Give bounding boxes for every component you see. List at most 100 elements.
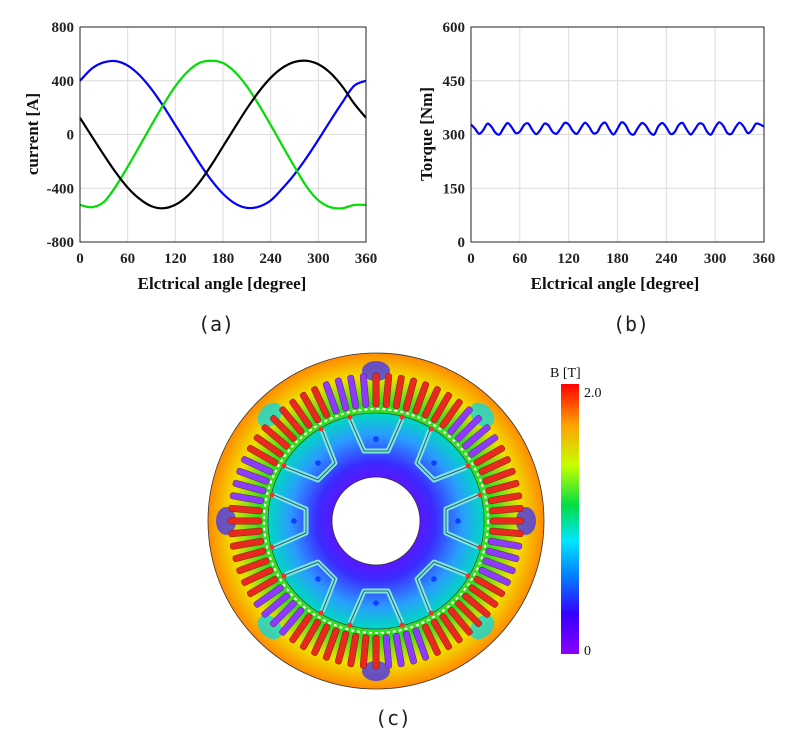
x-tick-label: 300 [704, 251, 727, 267]
y-tick-label: 300 [443, 128, 466, 144]
stator-slot [489, 517, 525, 525]
x-tick-label: 180 [606, 251, 629, 267]
series-line-1 [79, 59, 367, 210]
y-tick-labels: -800 -400 0 400 800 [47, 20, 75, 251]
x-tick-label: 0 [76, 251, 84, 267]
stator-slot [289, 398, 313, 429]
magnet-outline [285, 430, 336, 481]
stator-slot [473, 575, 506, 598]
stator-slot [236, 467, 270, 485]
magnet-outline [285, 561, 336, 612]
stator-slot [227, 517, 263, 525]
stator-slot [347, 374, 360, 410]
flux-density-map: B [T] 2.0 0 (c) [207, 352, 602, 730]
current-series [79, 59, 367, 210]
caption-a: (a) [198, 312, 234, 336]
saturation-spot [399, 622, 405, 628]
stator-slot [468, 434, 499, 458]
colorbar-min: 0 [584, 644, 591, 659]
grid [470, 26, 765, 243]
stator-slots [227, 372, 525, 670]
rotor-marker [315, 576, 321, 582]
stator-slot [439, 613, 463, 644]
y-tick-label: 0 [67, 128, 75, 144]
stator-slot [382, 634, 393, 669]
y-tick-label: 450 [443, 74, 466, 90]
series-line-2 [79, 59, 367, 210]
stator-slot [478, 456, 511, 476]
stator-slot [347, 632, 360, 668]
stator-slot [455, 414, 483, 442]
caption-c: (c) [375, 706, 411, 730]
rotor-pole [269, 492, 309, 550]
x-tick-labels: 0 60 120 180 240 300 360 [467, 251, 775, 267]
saturation-spot [347, 414, 353, 420]
y-axis-label: current [A] [23, 93, 42, 175]
magnet-outline [416, 430, 467, 481]
stator-slot [229, 492, 265, 505]
magnet-outline [349, 418, 403, 452]
stator-slot [232, 547, 267, 563]
stator-slot [228, 504, 263, 515]
stator-slot [236, 557, 270, 575]
x-tick-labels: 0 60 120 180 240 300 360 [76, 251, 377, 267]
saturation-spot [477, 492, 483, 498]
stator-slot [311, 623, 331, 656]
magnet-outline [416, 561, 467, 612]
stator-slot [485, 547, 520, 563]
saturation-spot [269, 544, 275, 550]
y-tick-label: 0 [458, 235, 466, 251]
rotor-marker [315, 460, 321, 466]
y-tick-labels: 0 150 300 450 600 [443, 20, 466, 251]
stator-slot [430, 618, 453, 651]
stator-slot [382, 373, 393, 408]
x-tick-label: 300 [307, 251, 330, 267]
rotor-pole [443, 492, 483, 550]
stator-slot [485, 479, 520, 495]
rotor-marker [291, 518, 297, 524]
stator-slot [261, 592, 290, 618]
field-blob [216, 507, 236, 535]
stator-slot [392, 374, 405, 410]
stator-slot [322, 381, 340, 415]
stator-slot [241, 456, 274, 476]
x-tick-label: 120 [164, 251, 187, 267]
stator-slot [402, 377, 418, 412]
colorbar-label: B [T] [550, 366, 581, 381]
x-tick-label: 0 [467, 251, 475, 267]
y-tick-label: 400 [52, 74, 75, 90]
chart-torque: 0 60 120 180 240 300 360 0 150 300 450 600 Elctric… [417, 20, 775, 336]
saturation-spot [281, 573, 287, 579]
x-tick-label: 360 [355, 251, 378, 267]
stator-slot [269, 414, 297, 442]
stator-slot [372, 372, 380, 408]
stator-slot [246, 575, 279, 598]
saturation-spot [465, 463, 471, 469]
stator-slot [462, 592, 491, 618]
saturation-spot [477, 544, 483, 550]
stator-slot [299, 391, 322, 424]
stator-slot [478, 566, 511, 586]
chart-current: 0 60 120 180 240 300 360 -800 -400 0 400 800 Elctr… [23, 20, 377, 336]
stator-slot [241, 566, 274, 586]
saturation-spot [465, 573, 471, 579]
saturation-spot [347, 622, 353, 628]
stator-slot [269, 600, 297, 628]
x-tick-label: 180 [212, 251, 235, 267]
colorbar-max: 2.0 [584, 386, 602, 401]
rotor-pole [347, 588, 405, 628]
stator-slot [402, 630, 418, 665]
stator-slot [489, 504, 524, 515]
stator-slot [228, 527, 263, 538]
torque-series [470, 121, 765, 136]
stator-slot [412, 627, 430, 661]
x-tick-label: 60 [120, 251, 135, 267]
rotor-pole [414, 559, 471, 616]
stator-slot [299, 618, 322, 651]
y-tick-label: -400 [47, 181, 75, 197]
rotor-pole [414, 426, 471, 483]
stator-slot [334, 630, 350, 665]
stator-slot [279, 607, 305, 636]
y-tick-label: 800 [52, 20, 75, 36]
